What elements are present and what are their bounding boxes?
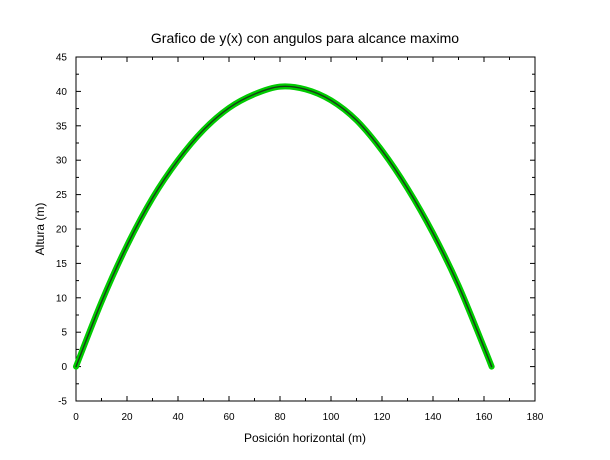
x-tick-label-0: 0 bbox=[73, 412, 79, 423]
x-tick-label-9: 180 bbox=[527, 412, 544, 423]
chart-title: Grafico de y(x) con angulos para alcance… bbox=[151, 30, 459, 46]
series-group bbox=[73, 83, 495, 370]
x-tick-label-1: 20 bbox=[121, 412, 133, 423]
x-axis-tick-labels: 0 20 40 60 80 100 120 140 160 180 bbox=[73, 412, 544, 423]
y-tick-label-9: 40 bbox=[56, 87, 68, 98]
y-axis-ticks bbox=[76, 56, 535, 402]
series-0-core-line bbox=[75, 85, 493, 368]
y-tick-label-4: 15 bbox=[56, 259, 68, 270]
y-axis-label: Altura (m) bbox=[33, 203, 47, 256]
y-tick-label-3: 10 bbox=[56, 293, 68, 304]
y-tick-label-8: 35 bbox=[56, 121, 68, 132]
x-tick-label-2: 40 bbox=[172, 412, 184, 423]
x-tick-label-3: 60 bbox=[223, 412, 235, 423]
x-tick-label-4: 80 bbox=[274, 412, 286, 423]
x-axis-ticks bbox=[75, 57, 536, 401]
x-tick-label-5: 100 bbox=[323, 412, 340, 423]
x-tick-label-8: 160 bbox=[476, 412, 493, 423]
y-tick-label-7: 30 bbox=[56, 156, 68, 167]
y-tick-label-5: 20 bbox=[56, 225, 68, 236]
y-tick-label-6: 25 bbox=[56, 190, 68, 201]
y-axis-tick-labels: -5 0 5 10 15 20 25 30 35 40 45 bbox=[56, 53, 68, 408]
y-tick-label-1: 0 bbox=[61, 362, 67, 373]
y-tick-label-0: -5 bbox=[58, 397, 67, 408]
plot-area bbox=[75, 56, 536, 402]
x-tick-label-7: 140 bbox=[425, 412, 442, 423]
x-tick-label-6: 120 bbox=[374, 412, 391, 423]
y-tick-label-2: 5 bbox=[61, 328, 67, 339]
x-axis-label: Posición horizontal (m) bbox=[244, 431, 366, 445]
y-tick-label-10: 45 bbox=[56, 53, 68, 64]
